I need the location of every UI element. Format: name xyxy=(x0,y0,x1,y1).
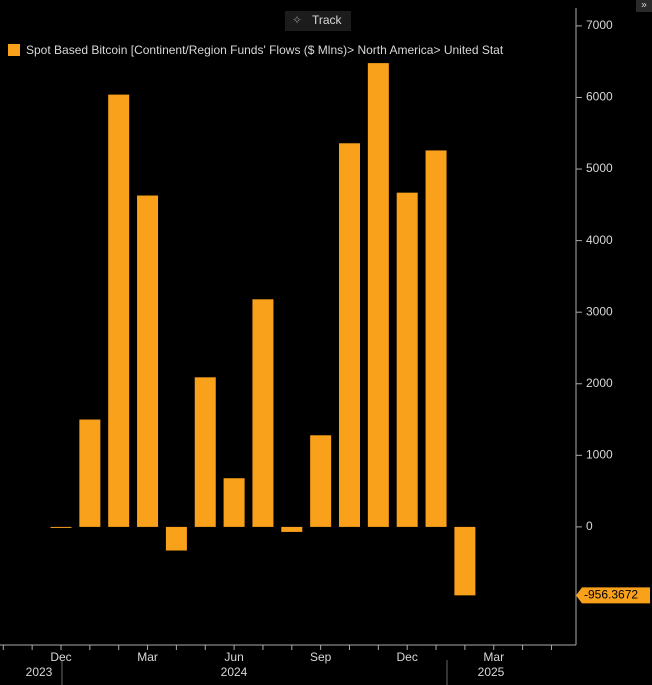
bar xyxy=(454,526,476,596)
expand-button[interactable] xyxy=(636,0,652,12)
year-label: 2025 xyxy=(478,665,505,679)
x-tick-label: Sep xyxy=(310,650,332,664)
track-button[interactable] xyxy=(285,11,351,31)
y-tick-label: 5000 xyxy=(586,161,613,175)
bar xyxy=(165,526,187,551)
bar xyxy=(425,150,447,527)
y-tick-label: 2000 xyxy=(586,376,613,390)
bar xyxy=(367,63,389,527)
track-label[interactable]: Track xyxy=(312,13,343,27)
value-label: -956.3672 xyxy=(584,588,638,602)
y-tick-label: 3000 xyxy=(586,304,613,318)
bar xyxy=(137,195,159,527)
bar xyxy=(281,526,303,532)
y-tick-label: 1000 xyxy=(586,448,613,462)
bar xyxy=(339,143,360,527)
y-tick-label: 4000 xyxy=(586,233,613,247)
x-tick-label: Dec xyxy=(397,650,418,664)
bar xyxy=(194,377,216,527)
x-tick-label: Jun xyxy=(224,650,243,664)
legend-swatch xyxy=(8,44,20,56)
bar xyxy=(79,419,101,527)
track-icon: ✧ xyxy=(292,13,302,27)
bar xyxy=(310,435,332,527)
y-tick-label: 0 xyxy=(586,519,593,533)
year-label: 2023 xyxy=(26,665,53,679)
y-tick-label: 7000 xyxy=(586,18,613,32)
x-tick-label: Mar xyxy=(483,650,504,664)
value-label-box xyxy=(576,587,650,604)
bar xyxy=(223,478,245,527)
year-label: 2024 xyxy=(221,665,248,679)
bar xyxy=(396,192,418,527)
bar xyxy=(50,526,72,528)
x-tick-label: Mar xyxy=(137,650,158,664)
legend-label: Spot Based Bitcoin [Continent/Region Fun… xyxy=(26,43,504,57)
bar xyxy=(108,94,130,527)
bar xyxy=(252,299,274,527)
y-tick-label: 6000 xyxy=(586,90,613,104)
x-tick-label: Dec xyxy=(50,650,71,664)
expand-icon[interactable]: » xyxy=(641,0,647,11)
